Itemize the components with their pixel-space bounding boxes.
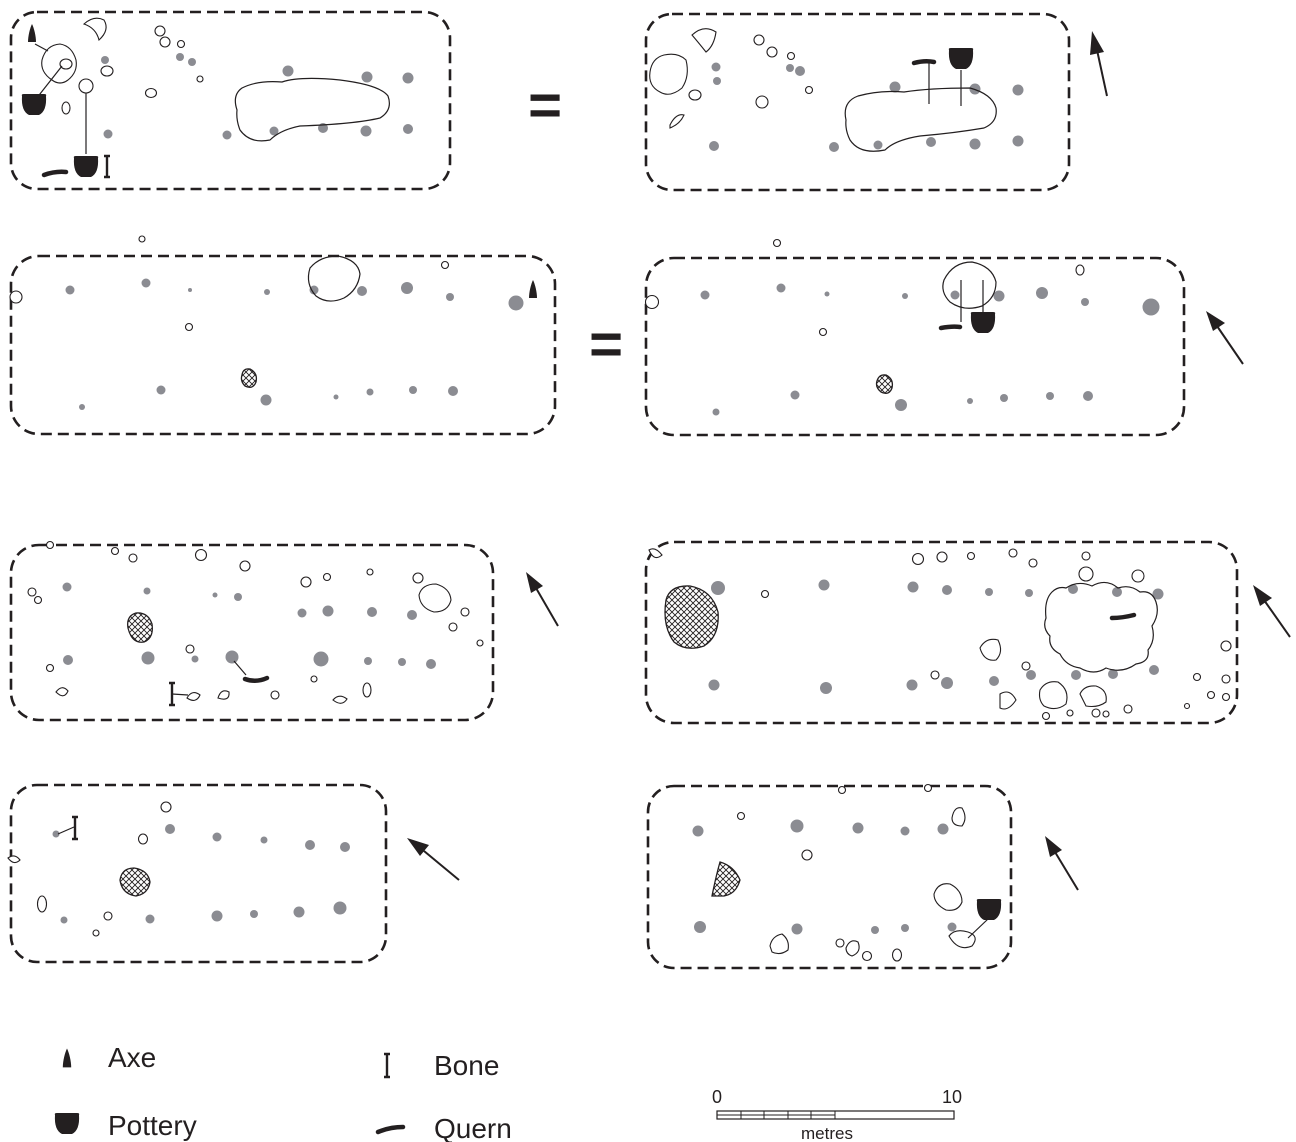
finds — [938, 280, 996, 333]
hearth-pit — [844, 87, 997, 152]
finds — [911, 48, 974, 106]
hearth-pit — [942, 261, 997, 309]
house-outline — [644, 540, 1239, 725]
finds — [967, 899, 1002, 939]
legend: Axe Pottery Bone Quern — [54, 1042, 512, 1142]
legend-item-axe: Axe — [62, 1042, 156, 1073]
house-outline — [644, 256, 1186, 437]
scale-start-label: 0 — [712, 1087, 722, 1107]
postholes — [65, 278, 524, 410]
legend-item-bone: Bone — [384, 1050, 499, 1081]
north-arrow — [526, 572, 559, 627]
postholes — [692, 819, 957, 935]
house-outline — [9, 254, 557, 436]
legend-label-bone: Bone — [434, 1050, 499, 1081]
quern-icon — [375, 1124, 406, 1135]
pits — [711, 783, 976, 962]
plan-house-6 — [644, 540, 1239, 725]
sunken-floor-feature — [1044, 581, 1158, 673]
finds — [529, 280, 537, 298]
house-outline — [646, 784, 1013, 970]
north-arrow — [1090, 31, 1108, 97]
pits — [27, 540, 484, 704]
plan-house-3 — [9, 235, 557, 436]
equals-sign-row1: = — [528, 73, 562, 138]
finds — [1109, 612, 1137, 621]
scale-bar: 0 10 metres — [712, 1087, 962, 1142]
house-outline — [9, 783, 388, 964]
pits — [41, 17, 204, 115]
legend-item-quern: Quern — [375, 1113, 512, 1142]
finds — [57, 815, 78, 841]
north-arrow — [1253, 585, 1291, 638]
pits — [648, 548, 1232, 721]
postholes — [708, 579, 1164, 694]
north-arrow — [1206, 311, 1244, 365]
plan-house-2 — [644, 12, 1071, 192]
bone-icon — [384, 1052, 390, 1079]
finds — [169, 660, 270, 707]
legend-label-pottery: Pottery — [108, 1110, 197, 1141]
pottery-icon — [54, 1113, 80, 1134]
plan-house-5 — [9, 540, 495, 722]
plan-house-7 — [7, 783, 388, 964]
postholes — [101, 53, 414, 140]
plan-house-1 — [9, 10, 452, 191]
north-arrow — [407, 838, 460, 881]
axe-icon — [62, 1048, 72, 1068]
postholes — [62, 582, 436, 669]
legend-label-quern: Quern — [434, 1113, 512, 1142]
postholes — [52, 824, 350, 924]
plan-house-4 — [644, 238, 1186, 437]
pits — [649, 28, 814, 129]
plan-house-8 — [646, 783, 1013, 970]
scale-unit-label: metres — [801, 1124, 853, 1142]
house-outline — [9, 543, 495, 722]
postholes — [700, 283, 1160, 416]
finds — [21, 24, 110, 179]
legend-item-pottery: Pottery — [54, 1110, 197, 1141]
pits — [9, 235, 450, 388]
scale-end-label: 10 — [942, 1087, 962, 1107]
hearth-pit — [307, 255, 361, 302]
hearth-pit — [234, 77, 390, 142]
postholes — [709, 62, 1024, 152]
equals-sign-row2: = — [589, 312, 623, 377]
pits — [644, 238, 1085, 394]
pits — [7, 801, 172, 937]
house-outline — [9, 10, 452, 191]
legend-label-axe: Axe — [108, 1042, 156, 1073]
north-arrow — [1045, 836, 1079, 891]
